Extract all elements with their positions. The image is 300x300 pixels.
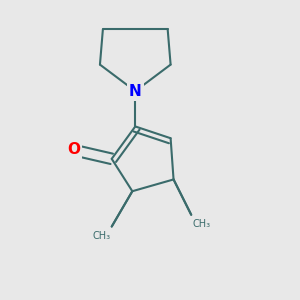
- Text: CH₃: CH₃: [92, 231, 110, 241]
- Text: CH₃: CH₃: [193, 219, 211, 229]
- Text: O: O: [67, 142, 80, 158]
- Text: N: N: [129, 84, 142, 99]
